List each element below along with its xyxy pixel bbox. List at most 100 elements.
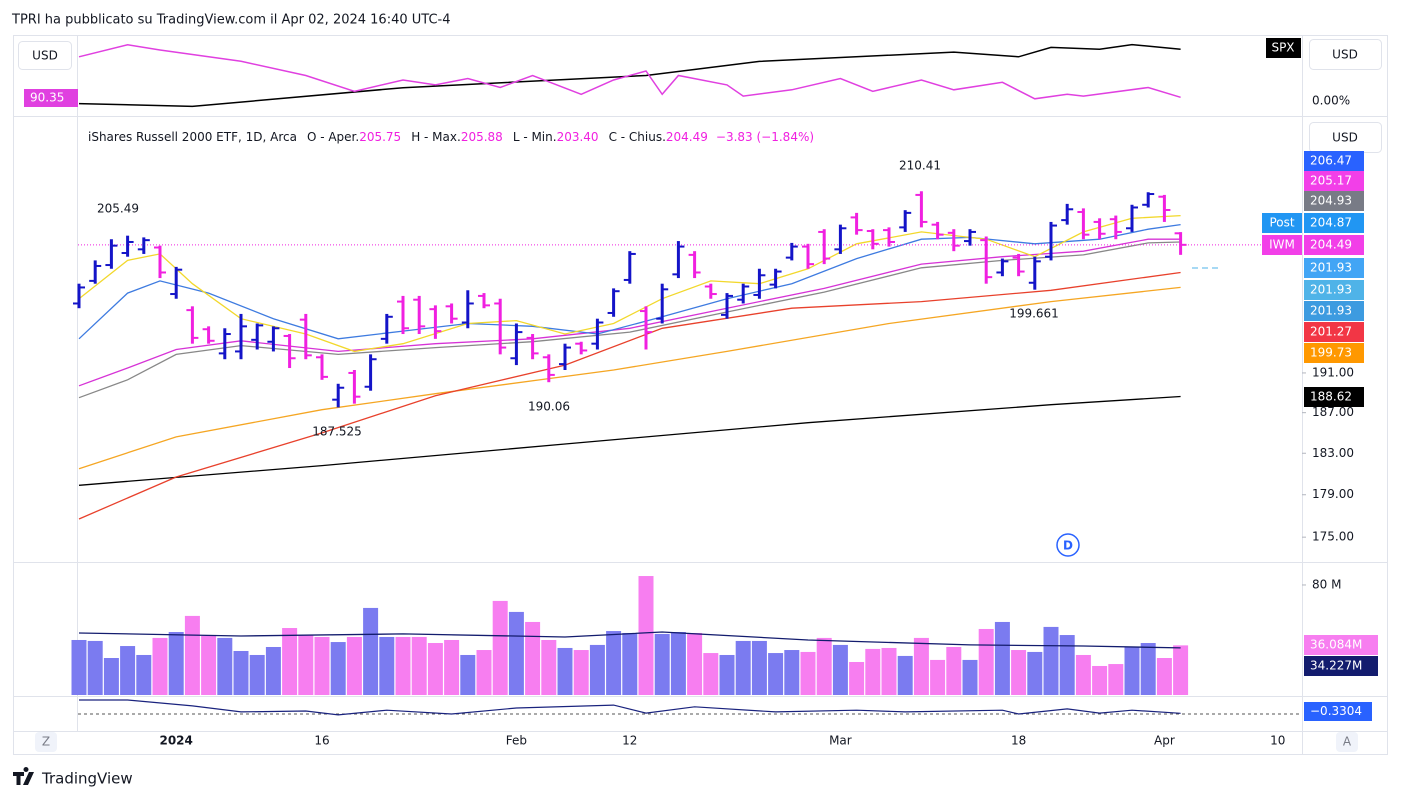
line	[78, 271, 1181, 520]
line	[78, 286, 1181, 470]
price-box	[1304, 213, 1364, 233]
auto-label[interactable]: A	[1343, 735, 1352, 749]
volume-bar	[1140, 643, 1156, 695]
price-label: 201.93	[1310, 261, 1352, 275]
currency-button[interactable]	[18, 41, 72, 70]
volume-bar	[768, 653, 784, 695]
line	[78, 395, 1181, 486]
y-tick-label: 175.00	[1312, 530, 1354, 544]
value-box	[1304, 702, 1372, 721]
volume-bar	[703, 653, 719, 695]
value-box	[1304, 635, 1378, 655]
volume-bar	[444, 639, 460, 695]
price-box	[1304, 387, 1364, 407]
legend-value: 205.88	[461, 130, 503, 144]
price-box	[1304, 235, 1364, 255]
currency[interactable]: USD	[32, 49, 58, 63]
compare-right-label: 0.00%	[1312, 94, 1350, 108]
value-label: 34.227M	[1310, 659, 1362, 673]
volume-bar	[282, 628, 298, 695]
y-tick-label: 183.00	[1312, 446, 1354, 460]
x-tick-label: Mar	[829, 734, 852, 748]
dividend-icon[interactable]	[1056, 533, 1080, 557]
volume-bar	[525, 621, 541, 695]
volume-bar	[913, 637, 929, 695]
price-label: 205.17	[1310, 174, 1352, 188]
x-tick-label: 18	[1011, 734, 1026, 748]
legend-value: 203.40	[557, 130, 599, 144]
auto-button[interactable]	[1336, 732, 1358, 752]
legend-value: 204.49	[666, 130, 708, 144]
volume-bar	[865, 648, 881, 695]
legend-label: H - Max.	[411, 130, 461, 144]
price-label: 204.93	[1310, 194, 1352, 208]
legend-change: −3.83 (−1.84%)	[716, 130, 814, 144]
frame	[13, 35, 1388, 755]
price-tag: IWM	[1269, 238, 1295, 252]
dividend-letter[interactable]: D	[1063, 539, 1073, 553]
volume-bar	[816, 637, 832, 695]
y-tick-label: 80 M	[1312, 577, 1341, 591]
volume-bar	[476, 650, 492, 695]
volume-bar	[1108, 664, 1124, 695]
price-label: 188.62	[1310, 390, 1352, 404]
volume-bar	[897, 655, 913, 695]
x-tick-label: Apr	[1154, 734, 1175, 748]
logo-icon	[13, 766, 34, 785]
volume-bar	[1059, 635, 1075, 695]
line	[78, 238, 1181, 387]
volume-bar	[541, 639, 557, 695]
volume-bar	[168, 632, 184, 695]
currency[interactable]: USD	[1332, 131, 1358, 145]
volume-bar	[1027, 651, 1043, 695]
price-tag: Post	[1269, 216, 1294, 230]
volume-bar	[460, 654, 476, 695]
volume-bar	[1173, 645, 1189, 695]
line	[79, 699, 1181, 716]
volume-bar	[103, 658, 119, 695]
volume-bar	[395, 636, 411, 695]
zoom-label[interactable]: Z	[42, 735, 50, 749]
line	[78, 43, 1181, 108]
compare-left-label: 90.35	[30, 91, 64, 105]
price-box	[1304, 171, 1364, 191]
price-box	[1304, 151, 1364, 171]
volume-bar	[687, 632, 703, 695]
legend-title: iShares Russell 2000 ETF, 1D, Arca	[88, 130, 297, 144]
price-label: 201.27	[1310, 325, 1352, 339]
volume-bar	[735, 640, 751, 695]
annotation: 205.49	[97, 202, 139, 216]
volume-bar	[508, 611, 524, 695]
annotation: 199.661	[1009, 307, 1059, 321]
volume-bar	[978, 628, 994, 695]
volume-bar	[930, 659, 946, 695]
zoom-button[interactable]	[35, 732, 57, 752]
x-tick-label: 12	[622, 734, 637, 748]
price-box	[1304, 280, 1364, 300]
currency[interactable]: USD	[1332, 48, 1358, 62]
x-tick-label: Feb	[506, 734, 527, 748]
volume-bar	[751, 640, 767, 695]
volume-bar	[249, 654, 265, 695]
currency-button[interactable]	[1309, 39, 1382, 70]
x-tick-label: 16	[314, 734, 329, 748]
y-tick-label: 191.00	[1312, 365, 1354, 379]
price-box	[1304, 322, 1364, 342]
price-label: 201.93	[1310, 304, 1352, 318]
volume-bar	[120, 646, 136, 695]
annotation: 190.06	[528, 400, 570, 414]
header: TPRI ha pubblicato su TradingView.com il…	[11, 13, 451, 28]
volume-bar	[152, 637, 168, 695]
x-tick-label: 10	[1270, 734, 1285, 748]
value-label: 36.084M	[1310, 638, 1362, 652]
legend-label: C - Chius.	[609, 130, 666, 144]
x-tick-label: 2024	[159, 734, 192, 748]
symbol-tag	[1266, 38, 1301, 58]
volume-bar	[638, 576, 654, 695]
legend-label: O - Aper.	[307, 130, 359, 144]
left-label-box	[24, 89, 78, 107]
brand: TradingView	[41, 770, 133, 788]
y-tick-label: 179.00	[1312, 487, 1354, 501]
